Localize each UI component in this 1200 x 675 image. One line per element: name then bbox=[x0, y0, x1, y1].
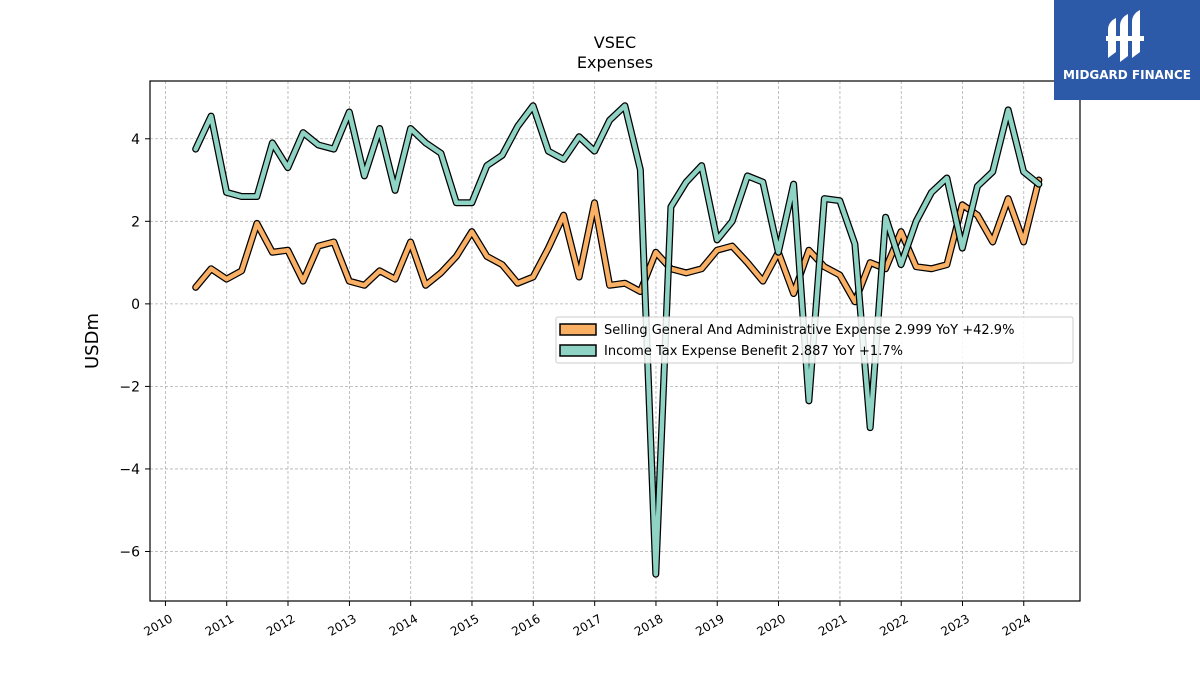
series-2 bbox=[192, 102, 1043, 578]
midgard-logo-icon bbox=[1106, 10, 1144, 62]
legend-swatch bbox=[559, 323, 597, 336]
brand-logo: MIDGARD FINANCE bbox=[1054, 0, 1200, 100]
legend: Selling General And Administrative Expen… bbox=[555, 316, 1074, 364]
y-axis: −6 −4 −2 0 2 4 bbox=[119, 132, 150, 560]
chart-subtitle: Expenses bbox=[577, 53, 653, 72]
plot-frame bbox=[149, 80, 1081, 602]
y-tick-label: −4 bbox=[119, 462, 140, 478]
y-tick-label: 0 bbox=[131, 297, 140, 313]
series-line bbox=[193, 103, 1042, 577]
legend-box bbox=[555, 316, 1074, 364]
legend-label: Income Tax Expense Benefit 2.887 YoY +1.… bbox=[604, 344, 903, 359]
y-tick-label: −2 bbox=[119, 379, 140, 395]
legend-swatch bbox=[559, 344, 597, 357]
chart-title: VSEC bbox=[594, 33, 636, 52]
series-line bbox=[193, 177, 1042, 305]
y-axis-label: USDm bbox=[82, 313, 103, 369]
series-layer bbox=[192, 102, 1043, 578]
legend-label: Selling General And Administrative Expen… bbox=[604, 323, 1014, 338]
y-tick-label: 2 bbox=[131, 214, 140, 230]
brand-name: MIDGARD FINANCE bbox=[1063, 68, 1191, 82]
series-1 bbox=[192, 176, 1043, 306]
y-tick-label: −6 bbox=[119, 544, 140, 560]
y-tick-label: 4 bbox=[131, 132, 140, 148]
